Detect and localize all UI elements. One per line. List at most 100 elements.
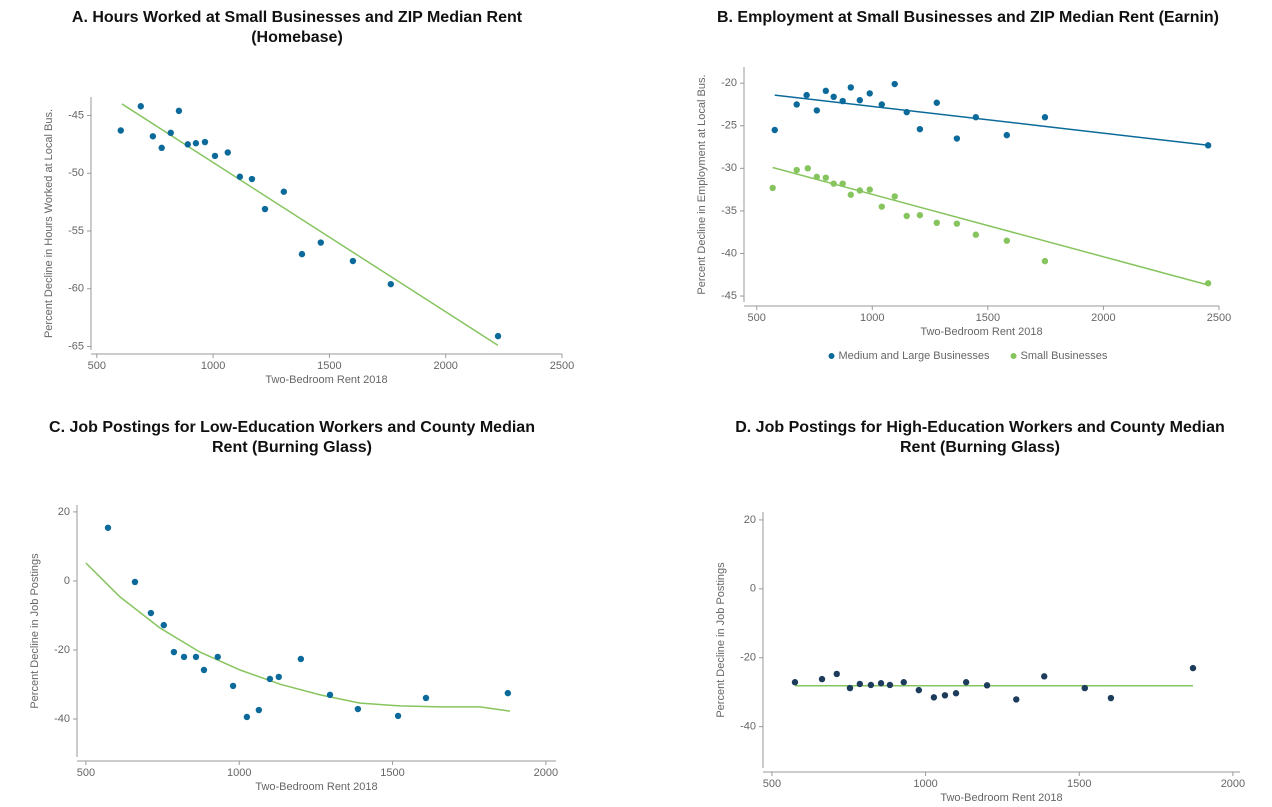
point [962,679,970,686]
x-tick-label: 2000 [433,360,457,372]
point [916,125,924,133]
y-axis-title: Percent Decline in Job Postings [29,553,41,709]
point [847,191,854,198]
x-tick-label: 2500 [550,360,574,372]
y-tick-label: 20 [744,514,756,526]
x-tick-label: 1000 [860,312,884,324]
y-tick-label: -20 [54,644,70,656]
point [137,103,144,110]
y-axis-title: Percent Decline in Employment at Local B… [696,74,708,294]
point [1081,684,1088,692]
point [158,144,165,152]
point [1013,696,1020,703]
point [1003,237,1011,244]
point [903,212,910,220]
point [160,621,167,629]
x-tick-label: 2000 [1091,312,1115,324]
point [192,653,200,661]
point [211,152,219,160]
point [504,689,512,697]
point [104,524,112,531]
point [916,211,924,219]
x-tick-label: 2000 [534,767,558,779]
point [933,219,940,227]
y-tick-label: -45 [68,109,84,121]
point [953,220,961,227]
point [236,173,244,180]
point [1204,142,1212,149]
point [422,694,430,702]
point [180,653,188,661]
point [793,101,800,108]
point [813,173,821,181]
point [833,670,840,678]
fit-line [121,103,499,347]
y-tick-label: -20 [721,77,737,89]
legend-label: Medium and Large Businesses [839,350,991,362]
point [791,679,799,686]
point [224,149,231,156]
point [147,609,155,617]
y-tick-label: 0 [750,583,756,595]
y-tick-label: -50 [68,167,84,179]
x-axis-title: Two-Bedroom Rent 2018 [920,326,1042,338]
point [953,135,961,142]
point [1003,131,1011,139]
point [891,80,898,88]
y-tick-label: -40 [54,713,70,725]
panel-title: D. Job Postings for High-Education Worke… [735,419,1225,436]
point [201,138,209,146]
point [952,690,960,697]
point [317,239,325,246]
legend-marker [828,353,835,359]
panel-title: A. Hours Worked at Small Businesses and … [72,9,523,26]
point [983,682,991,689]
point [1189,664,1197,672]
panel-title: Rent (Burning Glass) [212,439,372,456]
point [847,84,854,91]
point [275,673,282,681]
point [255,706,263,714]
point [349,257,357,265]
point [878,203,885,210]
y-tick-label: -40 [721,247,737,259]
point [915,686,923,694]
point [387,280,395,288]
point [822,87,830,95]
point [878,101,885,108]
point [243,713,251,721]
point [394,712,402,720]
y-tick-label: -30 [721,162,737,174]
point [261,205,269,213]
point [117,127,124,134]
point [972,231,980,238]
point [813,107,821,114]
point [803,91,810,99]
x-tick-label: 1500 [1067,778,1091,790]
point [839,180,846,187]
point [933,99,940,106]
point [326,691,334,699]
point [200,666,208,674]
x-tick-label: 1500 [317,360,341,372]
point [494,332,502,340]
point [903,108,910,116]
y-axis-title: Percent Decline in Job Postings [715,562,727,718]
y-tick-label: -55 [68,225,84,237]
y-tick-label: 20 [58,506,70,518]
point [830,93,837,101]
point [1107,694,1115,702]
point [298,250,306,258]
point [886,681,894,689]
x-axis-title: Two-Bedroom Rent 2018 [255,781,377,793]
point [856,187,864,194]
panel-title: Rent (Burning Glass) [900,439,1060,456]
point [839,97,846,105]
panel-title: (Homebase) [251,29,343,46]
y-tick-label: 0 [64,575,70,587]
point [804,165,811,172]
point [167,129,174,137]
y-tick-label: -25 [721,120,737,132]
